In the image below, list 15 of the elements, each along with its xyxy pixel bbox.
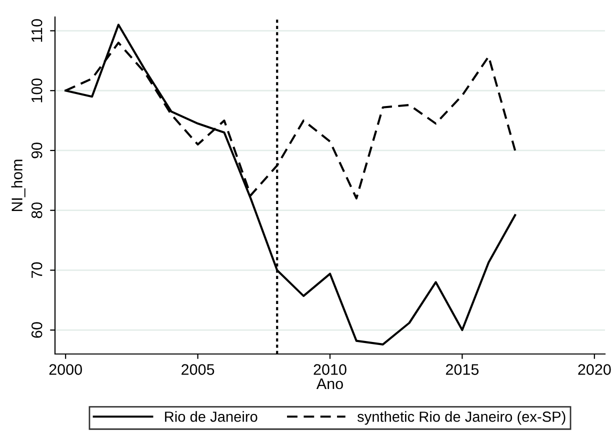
x-axis-title: Ano [316,378,343,390]
y-tick-label: 80 [31,202,42,218]
legend-label: Rio de Janeiro [165,411,258,422]
x-tick-label: 2000 [49,364,82,375]
y-tick-label: 90 [31,142,42,158]
y-tick-label: 60 [31,322,42,338]
x-tick-label: 2020 [578,364,611,375]
legend-label: synthetic Rio de Janeiro (ex-SP) [357,411,566,425]
x-tick-label: 2015 [446,364,479,375]
x-tick-label: 2005 [182,364,214,375]
y-tick-label: 100 [31,78,42,102]
y-axis-title: NI_hom [11,160,26,211]
x-tick-label: 2010 [314,364,346,375]
y-tick-label: 110 [31,19,42,42]
y-tick-label: 70 [31,262,42,278]
